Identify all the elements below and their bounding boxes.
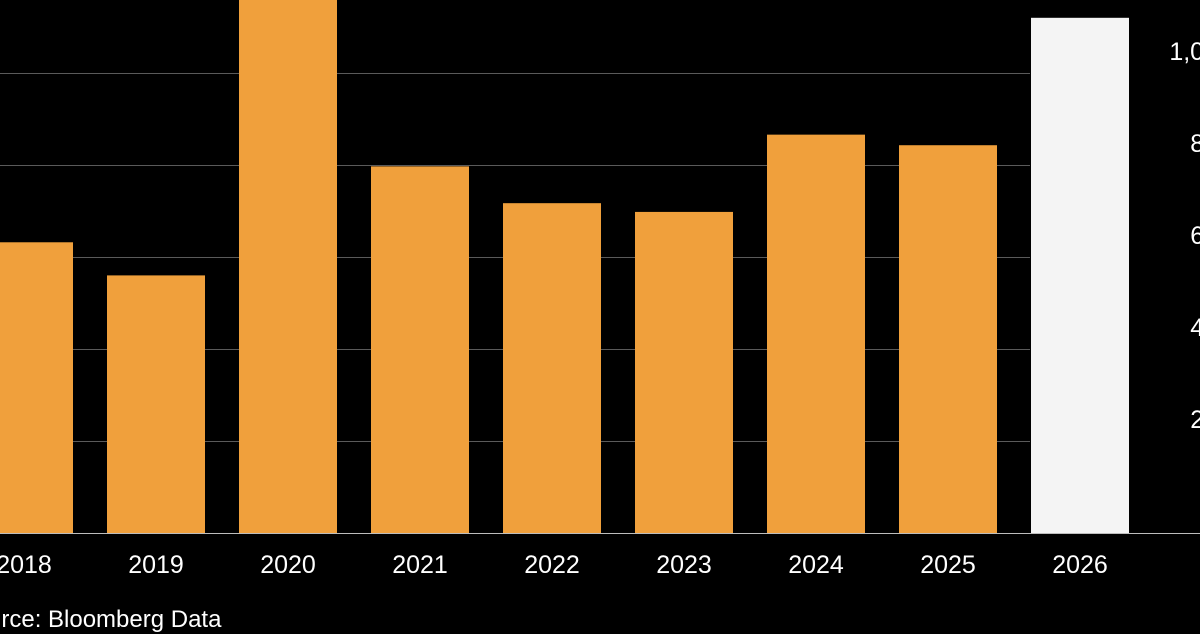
x-tick-label-2020: 2020 xyxy=(260,551,316,579)
x-tick-label-2025: 2025 xyxy=(920,551,976,579)
bar-2024 xyxy=(767,134,865,533)
bar-2023 xyxy=(635,211,733,534)
y-tick-label-600: 60 xyxy=(1190,222,1200,250)
x-tick-label-2018: 2018 xyxy=(0,551,52,579)
bar-2021 xyxy=(371,166,469,533)
y-tick-label-800: 80 xyxy=(1190,130,1200,158)
bar-2018 xyxy=(0,242,73,533)
bar-2019 xyxy=(107,275,205,533)
x-tick-label-2024: 2024 xyxy=(788,551,844,579)
y-tick-label-400: 40 xyxy=(1190,314,1200,342)
y-tick-label-200: 20 xyxy=(1190,406,1200,434)
x-tick-label-2021: 2021 xyxy=(392,551,448,579)
source-note: urce: Bloomberg Data xyxy=(0,606,222,633)
bar-2026 xyxy=(1031,17,1129,534)
x-tick-label-2022: 2022 xyxy=(524,551,580,579)
x-tick-labels: 2018 2019 2020 2021 2022 2023 2024 2025 2026 xyxy=(0,551,1108,579)
x-tick-label-2019: 2019 xyxy=(128,551,184,579)
bars xyxy=(0,0,1129,534)
x-tick-label-2023: 2023 xyxy=(656,551,712,579)
bar-2025 xyxy=(899,145,997,533)
bar-2020 xyxy=(239,0,337,533)
y-tick-label-1000: 1,00 xyxy=(1169,38,1200,66)
x-tick-label-2026: 2026 xyxy=(1052,551,1108,579)
y-tick-labels: 1,00 80 60 40 20 xyxy=(1169,38,1200,434)
bar-2022 xyxy=(503,203,601,533)
